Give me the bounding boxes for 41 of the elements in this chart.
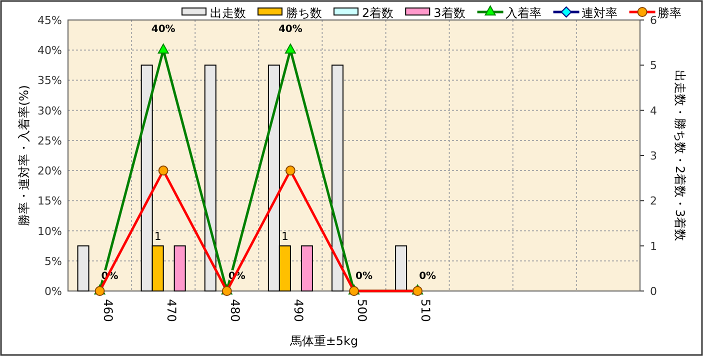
- x-tick-label: 460: [100, 299, 115, 322]
- y2-tick-label: 3: [650, 150, 657, 162]
- point: [158, 44, 169, 54]
- x-axis-title: 馬体重±5kg: [288, 334, 358, 348]
- y-tick-label: 35%: [38, 74, 62, 88]
- legend-label: 3着数: [434, 6, 466, 20]
- x-tick-label: 480: [228, 299, 242, 322]
- y2-tick-label: 2: [650, 194, 657, 208]
- legend-label: 勝ち数: [286, 6, 322, 20]
- x-tick-label: 470: [164, 299, 178, 322]
- data-label: 0%: [419, 271, 436, 282]
- legend-label: 勝率: [657, 6, 682, 20]
- y-axis-title: 勝率・連対率・入着率(%): [17, 85, 31, 226]
- x-tick-label: 500: [355, 299, 369, 322]
- y-tick-label: 25%: [38, 134, 62, 148]
- data-label: 1: [281, 230, 288, 243]
- legend-label: 2着数: [362, 6, 394, 20]
- legend-label: 連対率: [581, 6, 618, 20]
- y2-tick-label: 1: [650, 240, 657, 253]
- y2-tick-label: 0: [650, 285, 657, 298]
- y2-tick-label: 5: [650, 59, 657, 72]
- y-tick-label: 30%: [38, 104, 62, 118]
- data-label: 40%: [278, 24, 302, 36]
- point: [284, 44, 296, 54]
- legend-label: 入着率: [505, 6, 542, 20]
- y-tick-label: 10%: [38, 224, 62, 238]
- y2-tick-label: 4: [650, 104, 657, 118]
- y-tick-label: 0%: [44, 285, 62, 298]
- y-tick-label: 5%: [44, 254, 62, 268]
- y2-axis-title: 出走数・勝ち数・2着数・3着数: [673, 70, 687, 242]
- y-tick-label: 45%: [38, 14, 62, 27]
- y-tick-label: 40%: [38, 44, 62, 58]
- y-tick-label: 20%: [38, 164, 62, 178]
- y-tick-label: 15%: [38, 194, 62, 208]
- data-label: 1: [154, 230, 162, 243]
- y2-tick-label: 6: [650, 14, 657, 27]
- data-label: 40%: [151, 24, 176, 36]
- x-tick-label: 510: [418, 299, 433, 322]
- x-tick-label: 490: [291, 299, 306, 322]
- legend-label: 出走数: [210, 6, 246, 20]
- data-label: 0%: [356, 271, 372, 282]
